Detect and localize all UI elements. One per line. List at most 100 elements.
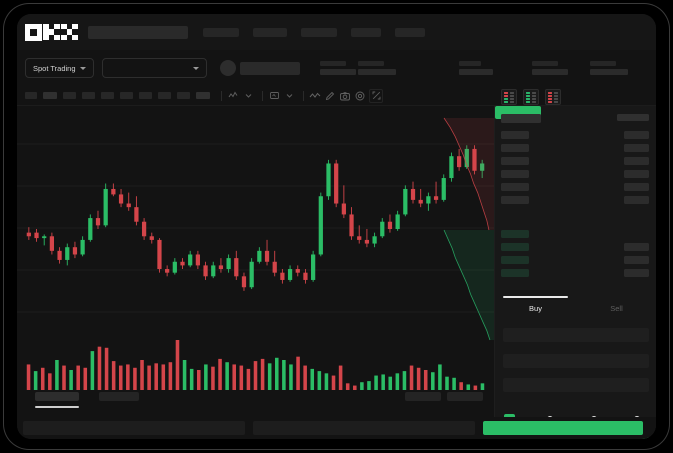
amount-field[interactable] [503,378,649,392]
nav-links [203,27,425,37]
nav-item-5[interactable] [395,27,425,37]
pair-name-label [239,61,300,75]
orderbook-trade-panel[interactable]: Buy Sell [494,106,656,439]
toolbar-divider [303,90,304,101]
tab-order-history[interactable] [99,391,139,401]
orderbook-ask-size [624,144,649,152]
order-type-field[interactable] [503,328,649,342]
stat-low-24h [532,61,568,75]
chevron-down-icon [79,66,86,70]
depth-chart-overlay [443,117,494,341]
bottom-cell-assets[interactable] [253,421,475,435]
price-field[interactable] [503,354,649,368]
toolbar-divider [221,90,222,101]
nav-item-3[interactable] [301,27,337,37]
orderbook-ask-size [624,170,649,178]
stat-change-24h [358,61,396,75]
logo-letter-k [43,23,60,41]
nav-item-4[interactable] [351,27,381,37]
pair-select-dropdown[interactable] [101,58,207,78]
orderbook-ask-row[interactable] [501,196,529,204]
market-sub-header: Spot Trading [17,50,656,86]
interval-3[interactable] [63,92,76,99]
spot-trading-label: Spot Trading [33,63,76,73]
orderbook-header-right [617,114,649,121]
toolbar-divider [262,90,263,101]
spot-trading-selector[interactable]: Spot Trading [25,58,94,78]
bottom-cell-positions[interactable] [23,421,245,435]
interval-2[interactable] [43,92,57,99]
interval-6[interactable] [120,92,133,99]
search-input[interactable] [88,25,188,39]
tab-sell-label: Sell [610,303,623,313]
candlestick-chart[interactable] [17,124,494,334]
chart-bottom-tabs [17,385,494,408]
logo-letter-x [61,23,78,41]
orderbook-bid-row[interactable] [501,256,529,264]
settings-icon[interactable] [354,90,366,102]
line-chart-icon[interactable] [309,90,321,102]
logo-letter-o [25,23,42,41]
orderbook-asks-icon[interactable] [545,89,561,105]
okx-logo-icon[interactable] [25,23,78,41]
orderbook-ask-size [624,196,649,204]
orderbook-ask-row[interactable] [501,183,529,191]
chevron-down-icon[interactable] [283,90,295,102]
tab-right-1[interactable] [405,391,441,401]
fullscreen-icon[interactable] [369,88,383,103]
stat-volume-24h [590,61,628,75]
stat-last-price [320,61,356,75]
volume-series [26,340,485,390]
tab-open-orders[interactable] [35,391,79,408]
chart-gridlines [17,143,494,313]
nav-item-2[interactable] [253,27,287,37]
tab-buy[interactable]: Buy [495,296,576,320]
tab-sell[interactable]: Sell [576,296,656,320]
tab-right-2[interactable] [447,391,483,401]
top-navigation-bar [17,14,656,50]
orderbook-ask-row[interactable] [501,170,529,178]
orderbook-header-left [501,114,541,123]
buy-sell-tabs: Buy Sell [495,296,656,320]
pencil-icon[interactable] [324,90,336,102]
interval-4[interactable] [82,92,95,99]
orderbook-ask-size [624,131,649,139]
active-tab-underline [35,406,79,408]
interval-9[interactable] [177,92,190,99]
orderbook-bid-row[interactable] [501,243,529,251]
stat-high-24h [459,61,493,75]
nav-item-1[interactable] [203,27,239,37]
orderbook-bid-size [624,269,649,277]
chevron-down-icon[interactable] [242,90,254,102]
chart-panel[interactable] [17,106,494,439]
interval-1[interactable] [25,92,37,99]
orderbook-ask-size [624,183,649,191]
bottom-cell-trade[interactable] [483,421,643,435]
orderbook-ask-size [624,157,649,165]
orderbook-ask-row[interactable] [501,131,529,139]
tab-buy-label: Buy [529,303,542,313]
interval-8[interactable] [158,92,171,99]
orderbook-bid-row[interactable] [501,269,529,277]
orderbook-bids-icon[interactable] [523,89,539,105]
orderbook-bid-size [624,243,649,251]
candle-series [26,145,485,291]
app-screen: Spot Trading [17,14,656,439]
volume-histogram [26,340,485,390]
interval-7[interactable] [139,92,152,99]
camera-icon[interactable] [339,90,351,102]
indicators-icon[interactable] [227,90,239,102]
orderbook-bid-row[interactable] [501,230,529,238]
compare-icon[interactable] [268,90,280,102]
interval-10[interactable] [196,92,210,99]
orderbook-mode-group [501,89,561,105]
bottom-status-bar [17,417,656,439]
chevron-down-icon [192,66,199,70]
orderbook-ask-row[interactable] [501,144,529,152]
orderbook-bid-size [624,256,649,264]
pair-avatar [219,60,236,76]
orderbook-both-icon[interactable] [501,89,517,105]
interval-5[interactable] [101,92,114,99]
orderbook-ask-row[interactable] [501,157,529,165]
